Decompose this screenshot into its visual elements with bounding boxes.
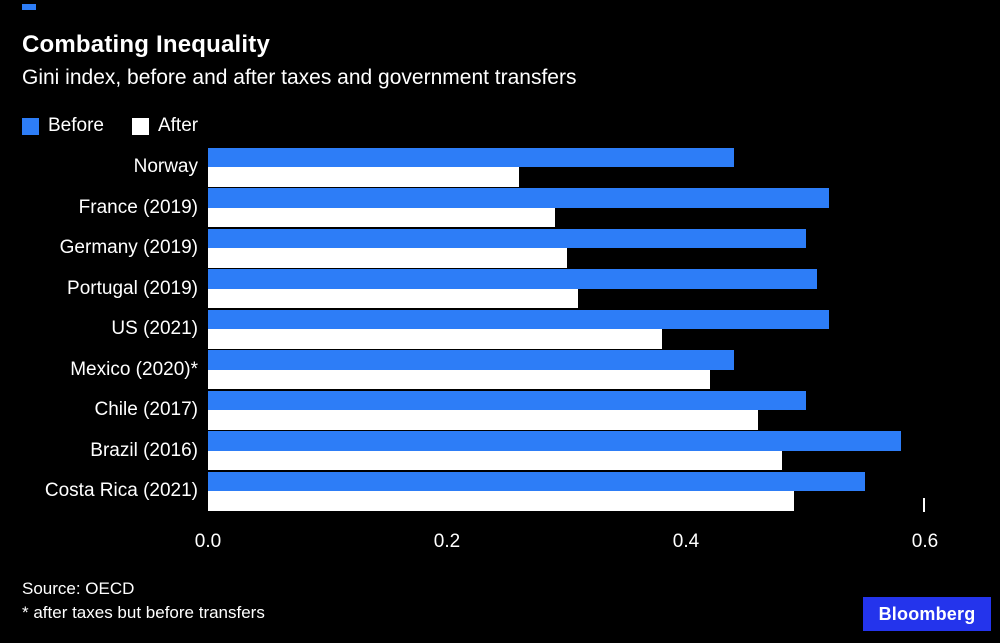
- bar-pair: [208, 188, 925, 228]
- category-label: Chile (2017): [94, 399, 199, 421]
- category-label: Norway: [133, 156, 198, 178]
- category-label: Mexico (2020)*: [70, 358, 198, 380]
- bar-after: [208, 248, 567, 268]
- bar-chart: Norway France (2019) Germany (2019) Portuga…: [0, 147, 1000, 552]
- bar-pair: [208, 147, 925, 187]
- x-tick-label: 0.0: [194, 531, 222, 552]
- bar-after: [208, 410, 758, 430]
- category-label: Brazil (2016): [90, 439, 198, 461]
- legend: Before After: [22, 115, 226, 137]
- bar-pair: [208, 269, 925, 309]
- category-label: Germany (2019): [59, 237, 198, 259]
- plot-rows: Norway France (2019) Germany (2019) Portuga…: [0, 147, 1000, 512]
- chart-subtitle: Gini index, before and after taxes and g…: [22, 66, 577, 89]
- bar-after: [208, 288, 579, 309]
- bar-pair: [208, 390, 925, 430]
- chart-row: Costa Rica (2021): [0, 471, 1000, 512]
- chart-row: Norway: [0, 147, 1000, 188]
- bar-after: [208, 369, 710, 390]
- chart-row: Mexico (2020)*: [0, 350, 1000, 391]
- bar-pair: [208, 350, 925, 390]
- bloomberg-logo: Bloomberg: [863, 597, 991, 631]
- accent-mark: [22, 4, 36, 10]
- bar-before: [208, 309, 830, 330]
- bar-before: [208, 269, 818, 289]
- category-label: Portugal (2019): [67, 277, 198, 299]
- bar-pair: [208, 228, 925, 268]
- chart-row: Brazil (2016): [0, 431, 1000, 472]
- legend-label-before: Before: [48, 115, 104, 136]
- legend-swatch-before-icon: [22, 117, 39, 135]
- chart-row: France (2019): [0, 188, 1000, 229]
- bar-before: [208, 350, 734, 370]
- x-tick-label: 0.6: [911, 531, 939, 552]
- axis-end-tick: [923, 498, 925, 512]
- legend-swatch-after-icon: [131, 117, 149, 135]
- chart-row: Chile (2017): [0, 390, 1000, 431]
- bar-before: [208, 147, 734, 168]
- bar-pair: [208, 431, 925, 471]
- bar-after: [208, 167, 519, 187]
- source-text: Source: OECD: [22, 579, 135, 598]
- category-label: France (2019): [78, 196, 198, 218]
- x-tick-label: 0.4: [672, 531, 700, 552]
- x-axis: 0.0 0.2 0.4 0.6: [195, 531, 938, 555]
- bar-after: [208, 329, 663, 349]
- x-tick-label: 0.2: [433, 531, 461, 552]
- legend-label-after: After: [157, 115, 199, 136]
- chart-row: Germany (2019): [0, 228, 1000, 269]
- legend-item-after: After: [131, 115, 199, 137]
- bar-after: [208, 450, 782, 471]
- footnote-text: * after taxes but before transfers: [22, 603, 265, 622]
- bar-before: [208, 431, 902, 451]
- bar-after: [208, 491, 794, 511]
- bar-before: [208, 471, 866, 492]
- bar-pair: [208, 309, 925, 349]
- chart-row: US (2021): [0, 309, 1000, 350]
- legend-item-before: Before: [22, 115, 104, 137]
- bar-before: [208, 390, 806, 411]
- category-label: Costa Rica (2021): [44, 480, 198, 502]
- category-label: US (2021): [111, 318, 198, 340]
- bar-pair: [208, 471, 925, 511]
- chart-title: Combating Inequality: [22, 31, 271, 58]
- bar-after: [208, 207, 555, 228]
- chart-row: Portugal (2019): [0, 269, 1000, 310]
- bar-before: [208, 228, 806, 249]
- bar-before: [208, 188, 830, 208]
